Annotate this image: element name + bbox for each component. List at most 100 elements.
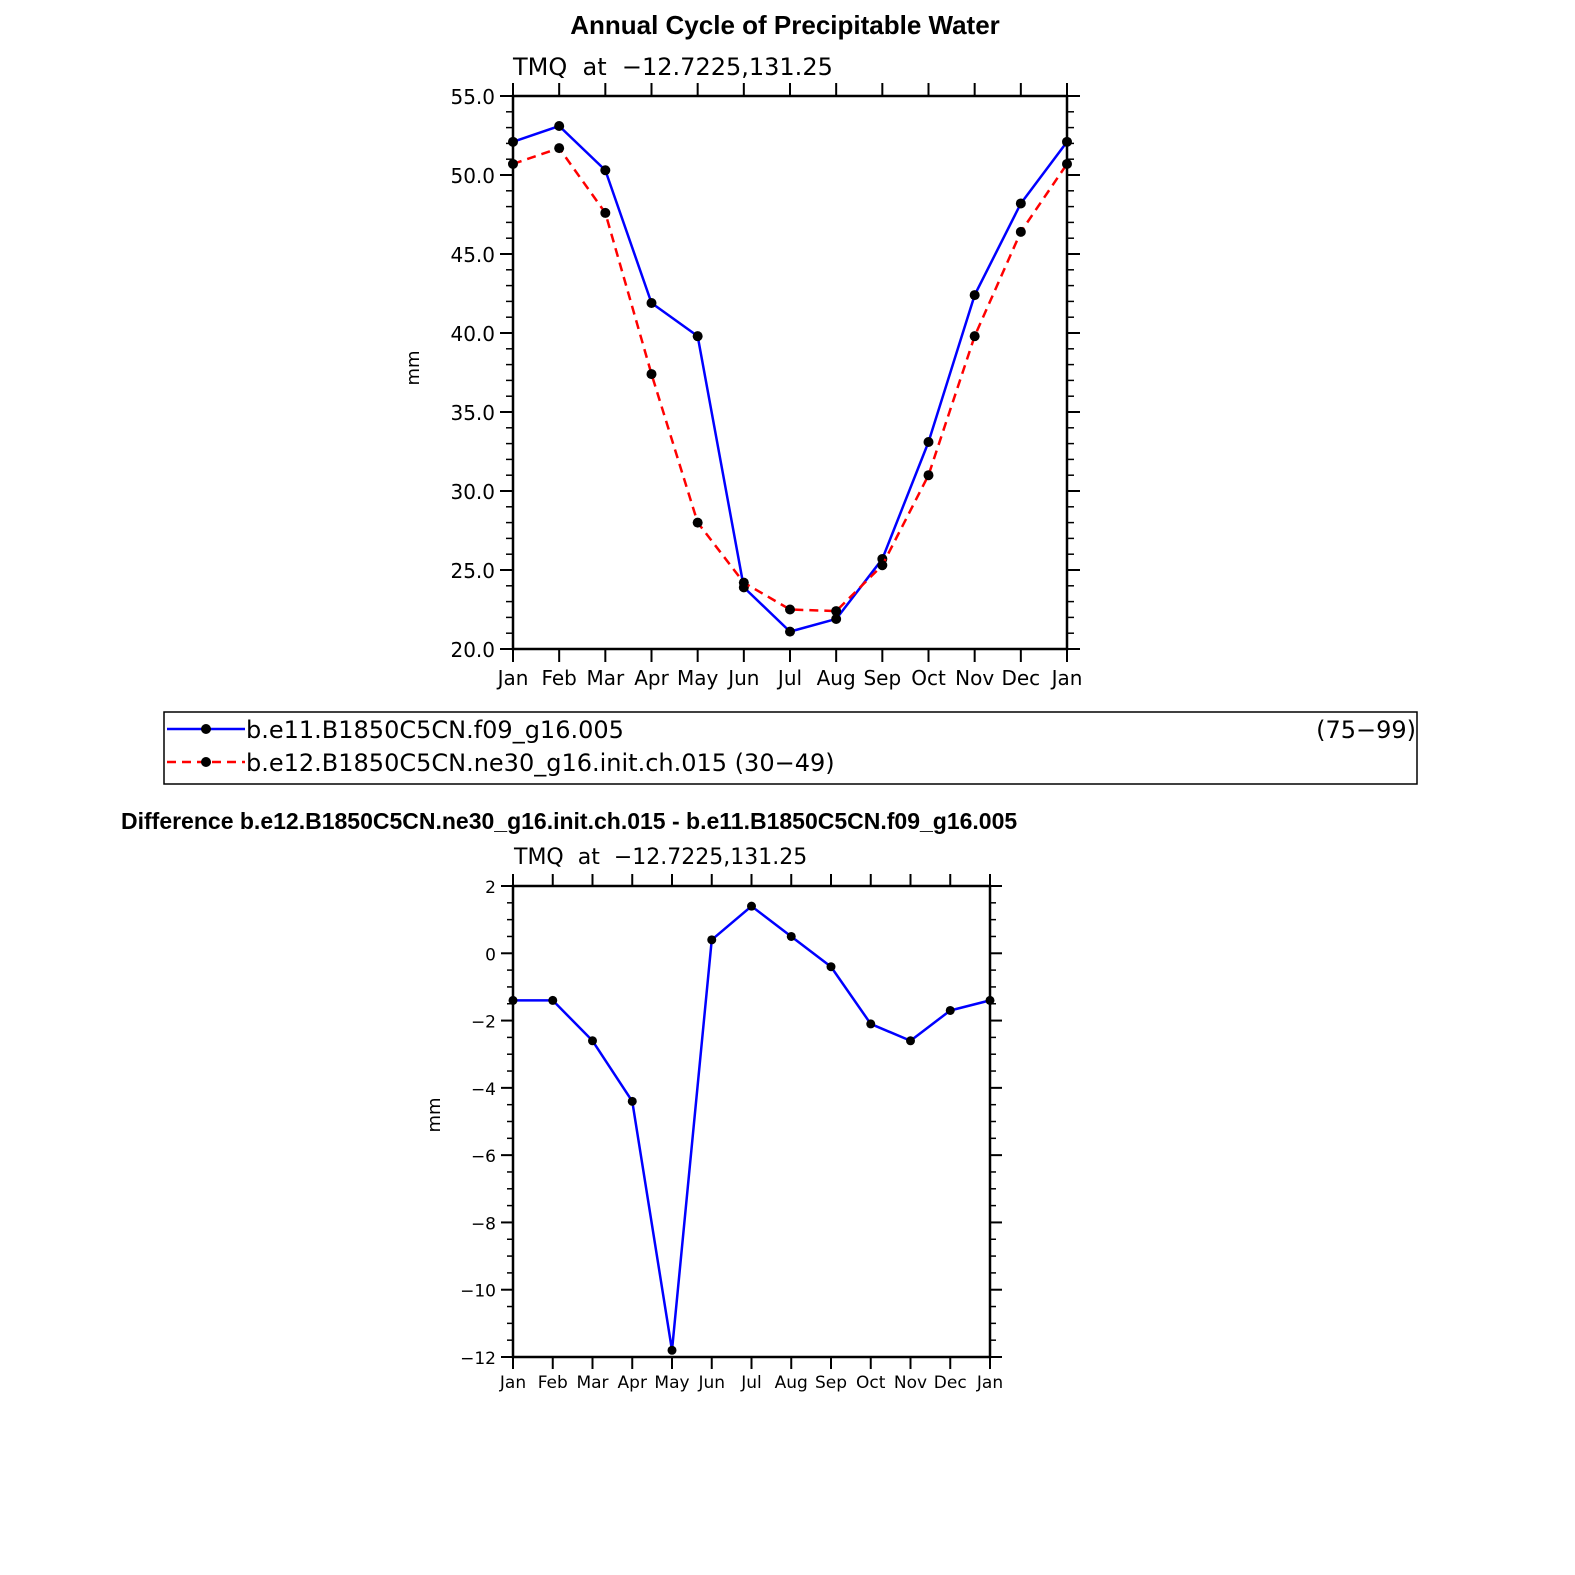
chart1-x-tick-label: Aug	[817, 666, 856, 690]
chart2-series-1-point	[945, 1005, 955, 1015]
chart2-x-tick-label: Apr	[618, 1373, 647, 1393]
chart2-y-axis-label: mm	[424, 1097, 445, 1132]
chart2-y-tick-label: −8	[471, 1214, 496, 1234]
chart1-series-2-point	[1062, 158, 1072, 169]
chart1-series-1-point	[600, 165, 611, 176]
chart1-series-2-point	[877, 560, 888, 571]
chart2-x-tick-label: Mar	[576, 1373, 608, 1393]
chart1-series-1-point	[508, 136, 518, 147]
chart1-series-2-point	[508, 158, 518, 169]
chart1-y-tick-label: 25.0	[450, 559, 495, 583]
chart1-x-tick-label: Jul	[776, 666, 802, 690]
chart1-series-2-point	[923, 470, 934, 481]
chart2-x-tick-label: Jun	[697, 1373, 725, 1393]
chart1-x-tick-label: Nov	[955, 666, 994, 690]
chart2-series-1-point	[786, 931, 796, 941]
chart1-x-tick-label: Apr	[634, 666, 669, 690]
chart2-series-1-point	[866, 1019, 876, 1029]
chart2-x-tick-label: Dec	[934, 1373, 967, 1393]
legend-years-model-1: (75−99)	[1316, 716, 1416, 744]
chart2-series-1-point	[548, 995, 558, 1005]
chart1-series-2-point	[600, 207, 611, 218]
chart2-x-tick-label: May	[654, 1373, 689, 1393]
chart1-y-tick-label: 55.0	[450, 85, 495, 109]
chart1-y-tick-label: 20.0	[450, 638, 495, 662]
legend: b.e11.B1850C5CN.f09_g16.005 (75−99) b.e1…	[163, 711, 1418, 785]
chart1-series-1-point	[785, 626, 795, 637]
chart1-x-tick-label: May	[677, 666, 719, 690]
chart2-series-1-point	[906, 1036, 915, 1046]
chart1-series-2-point	[646, 369, 657, 380]
chart1-series-2-line	[512, 146, 1069, 613]
chart1-series-2-point	[785, 604, 795, 615]
chart1-series-2-point	[554, 143, 565, 154]
chart1-series-2-point	[738, 577, 749, 588]
chart2-x-tick-label: Jul	[740, 1373, 762, 1393]
chart1-y-tick-label: 45.0	[450, 243, 495, 267]
chart1-x-tick-label: Jun	[726, 666, 759, 690]
chart1-subtitle: TMQ at −12.7225,131.25	[512, 53, 833, 81]
chart2-x-tick-label: Aug	[775, 1373, 808, 1393]
chart2-plot-frame	[511, 884, 992, 1359]
legend-marker-model-1	[201, 724, 211, 734]
chart1-series-1-point	[646, 297, 657, 308]
chart2-y-tick-label: −6	[471, 1147, 496, 1167]
chart1-axes: Jan Feb Mar Apr May Jun Jul Aug Sep Oct Nov Dec Jan2…	[450, 83, 1082, 690]
chart2-series-1-point	[667, 1345, 677, 1355]
chart1-series-1-point	[831, 613, 842, 624]
chart2-y-tick-label: −10	[460, 1282, 496, 1302]
chart2-series-1-point	[627, 1096, 637, 1106]
chart2-series-1-line	[513, 904, 991, 1352]
chart1-series-1-point	[1062, 136, 1072, 147]
chart1-y-tick-label: 40.0	[450, 322, 495, 346]
chart1-series-1-point	[923, 437, 934, 448]
chart2-x-tick-label: Nov	[894, 1373, 927, 1393]
chart1-y-tick-label: 35.0	[450, 401, 495, 425]
chart2-series-1-point	[985, 995, 995, 1005]
chart1-x-tick-label: Jan	[1050, 666, 1083, 690]
legend-label-model-1: b.e11.B1850C5CN.f09_g16.005	[246, 716, 624, 744]
chart2-y-tick-label: −4	[471, 1080, 496, 1100]
chart2-series-1-point	[826, 962, 836, 972]
chart2-x-tick-label: Jan	[976, 1373, 1003, 1393]
chart2-series-1-point	[747, 901, 756, 911]
chart1-series	[508, 121, 1072, 637]
chart1-x-tick-label: Feb	[541, 666, 576, 690]
chart2-series-1-point	[508, 995, 518, 1005]
legend-box	[163, 711, 1418, 785]
chart2-y-tick-label: −12	[460, 1349, 496, 1369]
chart2-series	[508, 901, 995, 1355]
chart2-y-tick-label: −2	[471, 1013, 496, 1033]
chart1-series-1-point	[1015, 198, 1026, 209]
chart1-title: Annual Cycle of Precipitable Water	[570, 10, 1000, 40]
chart1-plot-frame	[511, 94, 1069, 651]
chart2-y-tick-label: 2	[485, 878, 496, 898]
legend-label-model-2: b.e12.B1850C5CN.ne30_g16.init.ch.015 (30…	[246, 749, 835, 777]
chart1-x-tick-label: Dec	[1001, 666, 1040, 690]
chart1-x-tick-label: Oct	[911, 666, 946, 690]
chart2-x-tick-label: Sep	[815, 1373, 847, 1393]
chart2-subtitle: TMQ at −12.7225,131.25	[513, 845, 807, 870]
legend-marker-model-2	[201, 757, 211, 767]
chart1-y-tick-label: 50.0	[450, 164, 495, 188]
chart1-series-2-point	[969, 331, 980, 342]
chart2-x-tick-label: Oct	[856, 1373, 886, 1393]
chart1-x-tick-label: Jan	[496, 666, 529, 690]
chart1-x-tick-label: Sep	[863, 666, 901, 690]
chart2-series-1-point	[707, 935, 717, 945]
chart2-axes: Jan Feb Mar Apr May Jun Jul Aug Sep Oct Nov Dec Jan−…	[460, 874, 1003, 1393]
chart1-series-1-point	[692, 331, 703, 342]
chart1-y-axis-label: mm	[403, 350, 424, 385]
chart1-series-2-point	[692, 517, 703, 528]
chart2-x-tick-label: Jan	[499, 1373, 526, 1393]
chart2-title: Difference b.e12.B1850C5CN.ne30_g16.init…	[121, 808, 1017, 834]
chart1-series-1-point	[554, 121, 565, 132]
chart1-series-1-point	[969, 290, 980, 301]
chart1-y-tick-label: 30.0	[450, 480, 495, 504]
chart2-series-1-point	[588, 1036, 597, 1046]
chart1-x-tick-label: Mar	[586, 666, 625, 690]
chart1-series-2-point	[831, 606, 842, 617]
chart2-y-tick-label: 0	[485, 945, 496, 965]
chart1-series-2-point	[1015, 226, 1026, 237]
